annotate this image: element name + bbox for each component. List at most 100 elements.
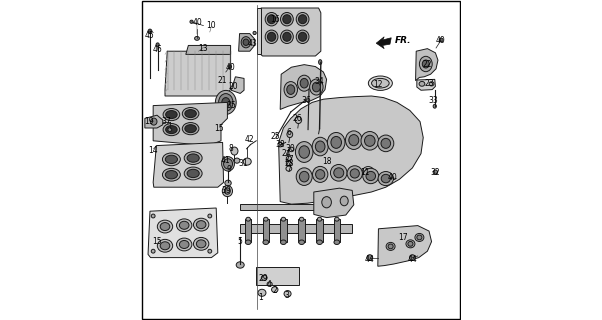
Ellipse shape — [296, 30, 309, 44]
Ellipse shape — [284, 82, 297, 98]
Ellipse shape — [234, 158, 240, 163]
Ellipse shape — [185, 125, 196, 133]
Ellipse shape — [287, 85, 295, 94]
Ellipse shape — [299, 15, 307, 24]
Ellipse shape — [208, 214, 212, 218]
Ellipse shape — [417, 235, 422, 240]
Ellipse shape — [365, 135, 375, 146]
Polygon shape — [417, 79, 435, 90]
Ellipse shape — [331, 136, 341, 148]
Polygon shape — [238, 34, 255, 51]
Ellipse shape — [222, 98, 230, 107]
Ellipse shape — [283, 32, 291, 41]
Polygon shape — [378, 226, 432, 266]
Ellipse shape — [439, 38, 443, 42]
Ellipse shape — [166, 155, 178, 164]
Ellipse shape — [296, 12, 309, 26]
Ellipse shape — [264, 217, 268, 221]
Ellipse shape — [381, 138, 391, 148]
Ellipse shape — [408, 242, 413, 246]
Ellipse shape — [278, 142, 282, 147]
Polygon shape — [165, 51, 231, 96]
Ellipse shape — [157, 239, 173, 252]
Polygon shape — [186, 45, 231, 54]
Ellipse shape — [222, 186, 232, 196]
Ellipse shape — [378, 135, 394, 152]
Ellipse shape — [196, 221, 206, 228]
Ellipse shape — [296, 141, 313, 163]
Polygon shape — [415, 49, 438, 81]
Ellipse shape — [381, 174, 391, 183]
Ellipse shape — [190, 20, 193, 23]
Text: 25: 25 — [270, 132, 280, 140]
Ellipse shape — [243, 158, 251, 165]
Text: 1: 1 — [258, 293, 262, 302]
Polygon shape — [279, 96, 423, 204]
Ellipse shape — [297, 75, 311, 91]
Text: 22: 22 — [423, 60, 432, 68]
Text: 44: 44 — [408, 255, 417, 264]
Ellipse shape — [433, 170, 438, 174]
Ellipse shape — [265, 12, 278, 26]
Ellipse shape — [163, 108, 180, 121]
Ellipse shape — [361, 132, 379, 150]
Polygon shape — [280, 65, 327, 109]
Polygon shape — [376, 37, 391, 49]
Ellipse shape — [406, 240, 415, 248]
Polygon shape — [231, 77, 244, 93]
Ellipse shape — [179, 241, 189, 249]
Ellipse shape — [286, 166, 292, 171]
Ellipse shape — [388, 244, 393, 249]
Ellipse shape — [261, 275, 267, 280]
Ellipse shape — [166, 171, 178, 179]
Text: 32: 32 — [430, 168, 440, 177]
Ellipse shape — [225, 180, 231, 186]
Ellipse shape — [187, 154, 199, 162]
Ellipse shape — [386, 243, 395, 250]
Text: 38: 38 — [275, 140, 285, 149]
Text: 36: 36 — [302, 96, 312, 105]
Text: 9: 9 — [226, 165, 231, 174]
Polygon shape — [148, 208, 218, 258]
Ellipse shape — [389, 176, 393, 180]
Bar — [262, 219, 269, 242]
Text: 18: 18 — [322, 157, 331, 166]
Ellipse shape — [299, 172, 309, 182]
Ellipse shape — [283, 15, 291, 24]
Ellipse shape — [317, 240, 323, 244]
Ellipse shape — [281, 30, 293, 44]
Ellipse shape — [194, 36, 199, 40]
Text: 31: 31 — [238, 159, 248, 168]
Bar — [240, 204, 336, 210]
Ellipse shape — [176, 238, 192, 251]
Ellipse shape — [371, 78, 389, 88]
Ellipse shape — [231, 147, 238, 155]
Ellipse shape — [340, 196, 348, 206]
Bar — [317, 219, 323, 242]
Text: 13: 13 — [199, 44, 208, 52]
Ellipse shape — [246, 240, 251, 244]
Text: 41: 41 — [221, 156, 231, 164]
Text: 40: 40 — [435, 36, 445, 44]
Polygon shape — [257, 8, 261, 54]
Text: 26: 26 — [293, 114, 303, 123]
Text: 46: 46 — [152, 45, 162, 54]
Ellipse shape — [299, 240, 305, 244]
Text: 43: 43 — [247, 39, 257, 48]
Text: 15: 15 — [214, 124, 224, 132]
Text: 45: 45 — [145, 31, 155, 40]
Ellipse shape — [299, 32, 307, 41]
Ellipse shape — [150, 118, 157, 125]
Ellipse shape — [253, 31, 256, 35]
Ellipse shape — [315, 141, 325, 152]
Text: 15: 15 — [152, 237, 162, 246]
Text: 40: 40 — [192, 18, 202, 27]
Polygon shape — [259, 8, 321, 56]
Ellipse shape — [243, 39, 249, 45]
Ellipse shape — [365, 169, 371, 175]
Ellipse shape — [287, 131, 293, 138]
Ellipse shape — [429, 82, 434, 86]
Ellipse shape — [185, 109, 196, 118]
Ellipse shape — [208, 249, 212, 253]
Ellipse shape — [223, 159, 232, 169]
